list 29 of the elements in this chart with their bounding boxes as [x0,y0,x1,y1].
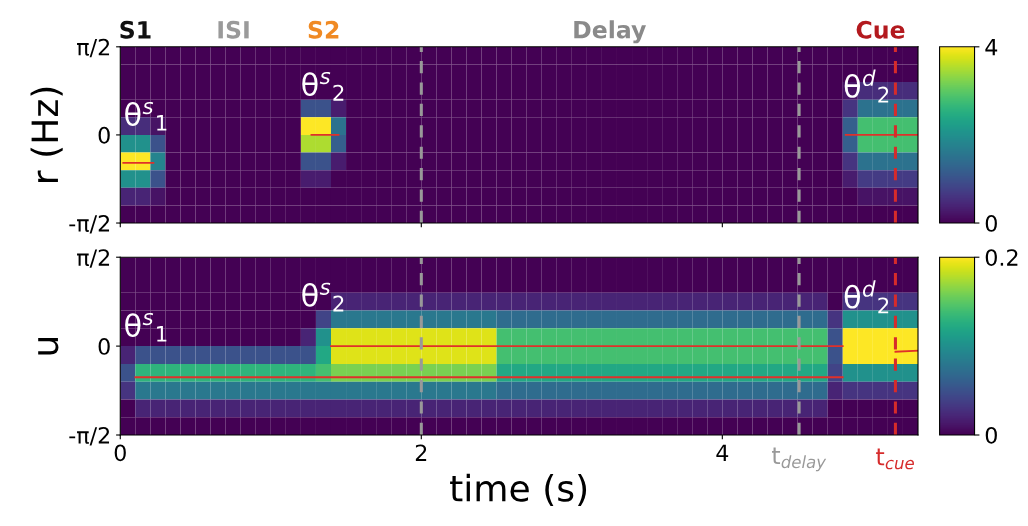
x-axis-title: time (s) [450,473,587,507]
text: Delay [574,20,646,44]
x-tick-label: 4 [716,444,729,461]
y-tick-label: π/2 [77,249,110,268]
ref-line-label: t$_{cue}$ [876,448,914,470]
color-bar-label: 0 [985,214,997,232]
y-axis-title: u [37,337,59,355]
annotation: θ$^{d}$$_{2}$ [844,69,889,103]
annotation: θ$^{d}$$_{2}$ [844,280,889,314]
annotation: θ$^{s}$$_{2}$ [302,71,344,101]
x-tick-label: 0 [114,444,126,462]
color-bar-label: 0 [985,426,997,444]
text: S2 [308,20,339,39]
annotation: θ$^{s}$$_{1}$ [125,312,167,342]
text: ISI [218,20,249,39]
y-tick-label: -π/2 [69,426,110,446]
y-tick-label: π/2 [77,38,110,58]
y-tick-label: 0 [98,338,110,355]
text: Cue [856,20,905,39]
text: S1 [120,20,151,39]
annotation: θ$^{s}$$_{2}$ [302,282,344,312]
color-bar-label: 4 [985,39,998,56]
color-bar-label: 0.2 [985,249,1018,266]
x-tick-label: 2 [415,444,427,461]
y-axis-title: r (Hz) [30,87,63,182]
annotation: θ$^{s}$$_{1}$ [125,101,167,131]
y-tick-label: 0 [98,126,110,144]
y-tick-label: -π/2 [69,214,110,234]
ref-line-label: t$_{delay}$ [771,447,827,472]
